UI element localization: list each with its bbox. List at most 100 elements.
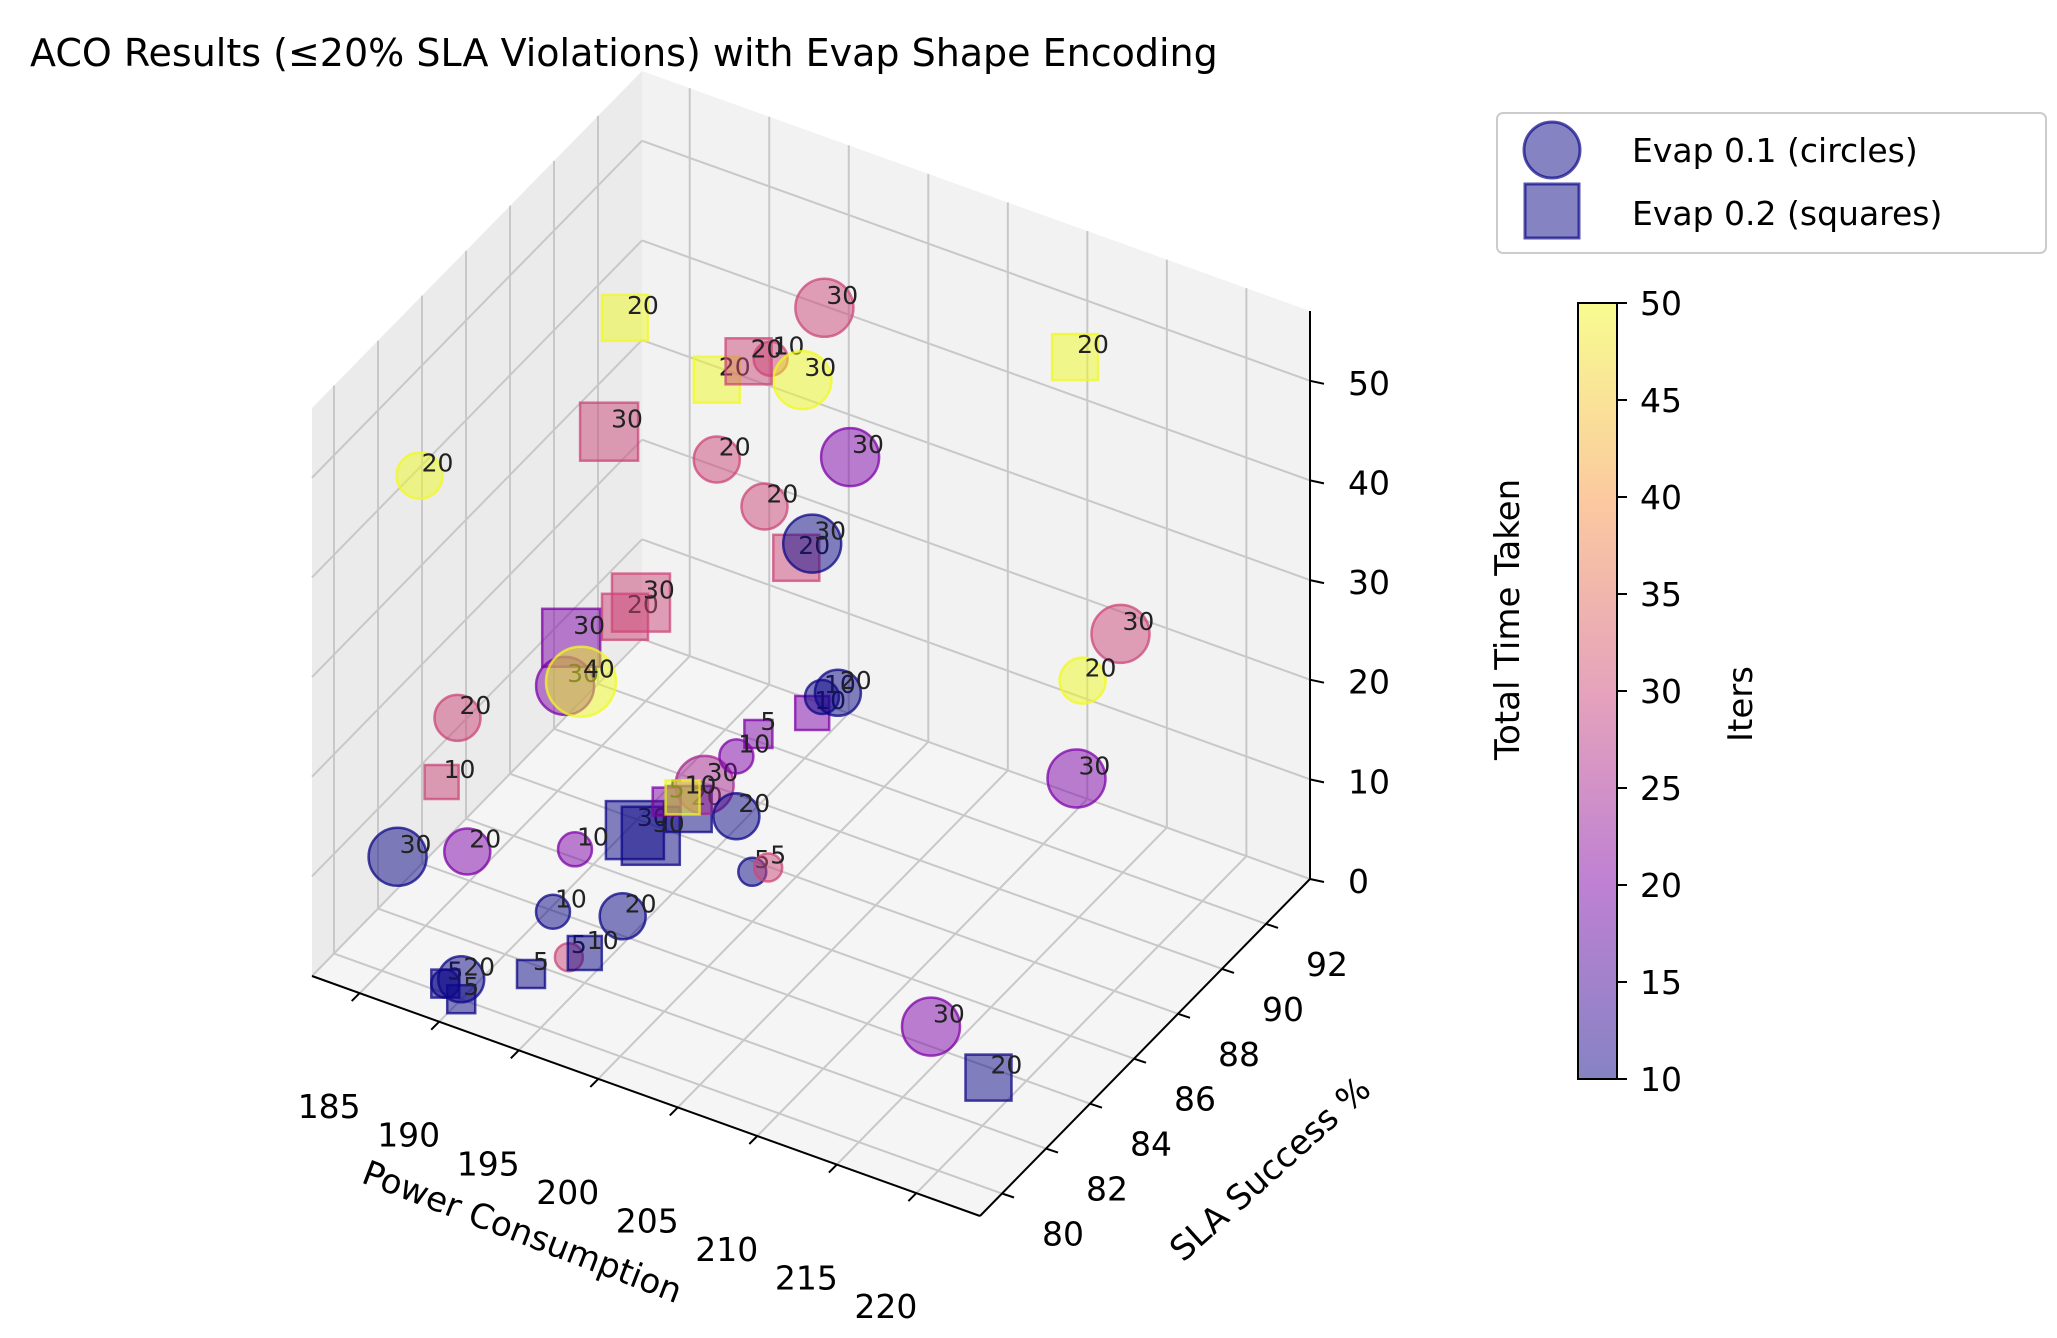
z-tick-mark	[1309, 778, 1325, 784]
point-circle	[781, 513, 843, 574]
x-tick-mark	[748, 1135, 759, 1145]
point-label: 10	[577, 822, 609, 851]
y-tick-mark	[1001, 1192, 1015, 1199]
point-label: 30	[826, 281, 858, 310]
x-tick-labels: 185 190 195 200 205 210 215 220	[298, 992, 918, 1326]
z-tick-label: 20	[1348, 663, 1390, 702]
axis-lines	[311, 311, 1311, 1217]
point-label: 20	[1077, 330, 1109, 359]
point-label: 20	[767, 480, 799, 509]
y-tick-mark	[1265, 922, 1279, 929]
point-circle	[900, 996, 962, 1057]
x-grid-line-floor	[438, 684, 770, 1023]
point-label: 20	[719, 433, 751, 462]
colorbar-tick-label: 35	[1640, 575, 1682, 614]
x-tick-label: 200	[536, 1173, 599, 1212]
point-label: 10	[738, 729, 770, 758]
z-grid-line-left	[311, 439, 643, 778]
legend-frame	[1496, 112, 2047, 254]
point-circle	[712, 791, 761, 841]
point-circle	[367, 826, 428, 888]
colorbar-tick-label: 25	[1640, 769, 1682, 808]
point-label: 30	[852, 430, 884, 459]
point-circle	[598, 892, 647, 941]
point-label: 10	[587, 926, 619, 955]
x-tick-mark	[589, 1078, 600, 1088]
point-label: 20	[469, 825, 501, 854]
point-label: 20	[1085, 654, 1117, 683]
point-circle	[1058, 656, 1107, 705]
point-circle	[1046, 748, 1107, 809]
point-label: 20	[422, 449, 454, 478]
point-circle	[1090, 603, 1151, 665]
z-grid-line-left	[311, 339, 643, 678]
z-grid-line-back	[641, 638, 1311, 880]
point-label: 20	[463, 952, 495, 981]
back-pane	[642, 71, 1310, 879]
z-tick-label: 10	[1348, 762, 1390, 801]
y-tick-mark	[1089, 1102, 1103, 1109]
point-label: 20	[840, 666, 872, 695]
point-label: 30	[611, 405, 643, 434]
legend-square-marker	[1523, 182, 1581, 240]
colorbar-label: Iters	[1721, 666, 1761, 742]
point-square	[600, 293, 650, 343]
point-label: 10	[685, 770, 717, 799]
point-circle	[794, 277, 855, 339]
point-label: 20	[627, 291, 659, 320]
legend-label-circles: Evap 0.1 (circles)	[1632, 131, 1918, 170]
point-circle	[819, 426, 881, 488]
point-circle	[692, 435, 742, 484]
y-tick-label: 80	[1042, 1215, 1084, 1254]
y-grid-line-floor	[597, 682, 1267, 925]
colorbar-tick-label: 15	[1640, 963, 1682, 1002]
point-square	[610, 572, 672, 633]
x-tick-mark	[510, 1049, 520, 1060]
z-tick-label: 50	[1348, 364, 1390, 403]
point-square	[664, 779, 701, 816]
z-grid-line-left	[311, 239, 643, 579]
point-circle	[740, 482, 789, 531]
point-circle	[433, 693, 482, 743]
z-tick-mark	[1309, 878, 1325, 883]
y-tick-label: 82	[1086, 1170, 1128, 1209]
colorbar: 10 15 20 25 30 35 40 45 50 Iters	[1577, 284, 1761, 1099]
y-tick-label: 84	[1130, 1125, 1172, 1164]
point-label: 20	[738, 789, 770, 818]
x-tick-label: 190	[377, 1116, 440, 1155]
point-label: 30	[573, 611, 605, 640]
y-grid-line-floor	[377, 907, 1047, 1150]
point-label: 5	[463, 972, 479, 1001]
point-label: 20	[751, 334, 783, 363]
point-circle	[443, 827, 492, 876]
point-label: 20	[625, 889, 657, 918]
point-label: 30	[933, 1000, 965, 1029]
point-label: 5	[760, 707, 776, 736]
z-tick-mark	[1309, 379, 1325, 385]
colorbar-tick-label: 10	[1640, 1060, 1682, 1099]
point-label: 20	[991, 1051, 1023, 1080]
x-tick-mark	[350, 992, 361, 1002]
x-tick-mark	[907, 1192, 918, 1202]
point-square	[423, 763, 460, 801]
point-square	[578, 401, 640, 462]
x-tick-mark	[430, 1020, 440, 1031]
z-tick-mark	[1309, 479, 1325, 485]
z-axis-label: Total Time Taken	[1488, 479, 1528, 761]
axis-panes	[312, 71, 1310, 1216]
z-grid-line-back	[641, 438, 1311, 681]
x-grid-line-floor	[358, 655, 691, 994]
y-tick-label: 92	[1306, 945, 1348, 984]
point-label: 20	[460, 691, 492, 720]
x-tick-mark	[669, 1106, 679, 1117]
point-label: 30	[814, 517, 846, 546]
point-circle	[813, 668, 863, 718]
x-grid-line-floor	[756, 798, 1089, 1137]
point-square	[566, 934, 604, 972]
point-square	[1050, 332, 1100, 382]
z-grid-line-back	[641, 139, 1311, 382]
z-grid-line-back	[641, 239, 1311, 482]
x-grid-line-floor	[836, 826, 1168, 1166]
point-circle	[556, 831, 594, 868]
